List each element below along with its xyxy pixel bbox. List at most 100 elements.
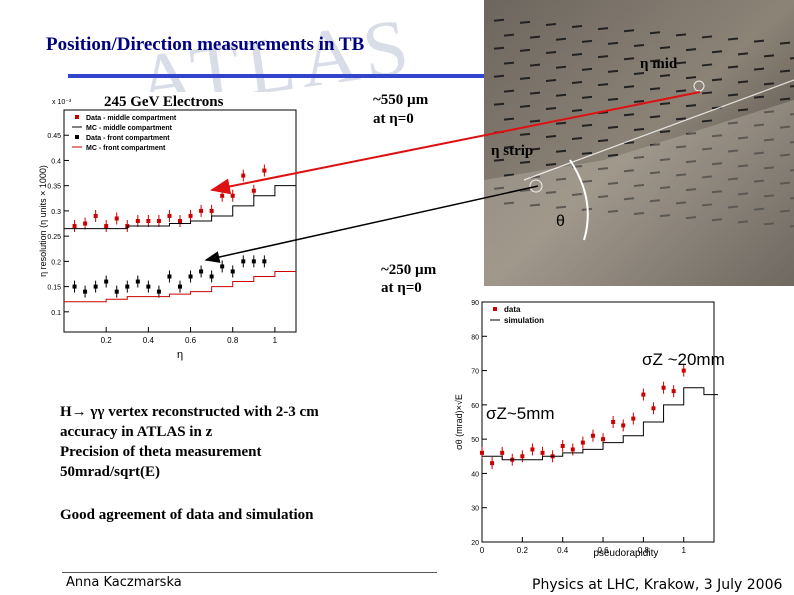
data-point — [641, 392, 646, 397]
y-tick-label: 50 — [471, 437, 479, 444]
x-tick-label: 0.4 — [143, 336, 155, 345]
data-point — [631, 416, 636, 421]
data-point — [251, 188, 256, 193]
legend-marker — [75, 135, 79, 139]
data-point — [220, 264, 225, 269]
data-point — [209, 208, 214, 213]
data-point — [104, 224, 109, 229]
mc-step-line — [64, 185, 296, 230]
y-tick-label: 90 — [471, 300, 479, 307]
y-tick-label: 60 — [471, 403, 479, 410]
data-point — [230, 269, 235, 274]
y-tick-label: 80 — [471, 334, 479, 341]
data-point — [209, 274, 214, 279]
data-point — [480, 450, 484, 455]
data-point — [530, 447, 535, 452]
black-arrow — [204, 185, 539, 263]
data-point — [114, 289, 119, 294]
y-axis-label: σθ (mrad)×√E — [454, 394, 464, 450]
data-point — [72, 224, 77, 229]
data-point — [560, 444, 565, 448]
x-tick-label: 0.2 — [517, 546, 529, 555]
x-tick-label: 1 — [682, 546, 687, 555]
resolution-250-label: ~250 µm — [381, 262, 437, 278]
data-point — [146, 219, 151, 223]
author-name: Anna Kaczmarska — [66, 575, 182, 590]
data-point — [251, 259, 256, 264]
y-tick-label: 20 — [471, 540, 479, 547]
data-point — [178, 284, 182, 289]
y-tick-label: 0.2 — [51, 259, 61, 266]
x-tick-label: 0 — [480, 546, 485, 555]
sigma-z-5-label: σZ~5mm — [486, 404, 555, 423]
y-tick-label: 30 — [471, 506, 479, 513]
data-point — [188, 274, 193, 279]
data-point — [262, 168, 267, 173]
data-point — [83, 289, 88, 294]
data-point — [671, 389, 676, 394]
data-point — [661, 385, 666, 390]
mc-step-line — [64, 270, 296, 303]
data-point — [156, 219, 161, 223]
y-axis-label: η resolution (η units × 1000) — [38, 165, 48, 277]
data-point — [500, 450, 505, 455]
theta-resolution-plot: 0 0.2 0.4 0.6 0.8 1 20 30 40 50 60 70 80 90 pseudorapi… — [452, 298, 725, 560]
x-tick-label: 0.4 — [557, 546, 569, 555]
body-text: H→ γγ vertex reconstructed with 2-3 cm a… — [60, 402, 319, 482]
data-point — [125, 284, 130, 289]
y-tick-label: 0.45 — [47, 133, 61, 140]
y-tick-label: 70 — [471, 369, 479, 376]
x-tick-label: 0.2 — [101, 336, 113, 345]
data-point — [681, 368, 686, 373]
data-point — [146, 284, 151, 289]
data-point — [72, 284, 77, 289]
legend-label: data — [504, 305, 521, 314]
data-point — [178, 219, 182, 223]
agreement-text: Good agreement of data and simulation — [60, 507, 314, 523]
data-point — [220, 193, 225, 198]
data-point — [590, 433, 595, 438]
data-point — [651, 406, 656, 411]
data-point — [199, 208, 204, 213]
data-point — [230, 193, 235, 198]
detector-photo — [484, 0, 794, 286]
data-point — [188, 213, 193, 218]
x-tick-label: 1 — [273, 336, 278, 345]
resolution-550-label: ~550 µm — [373, 92, 429, 108]
x-axis-label: η — [177, 349, 183, 361]
data-point — [83, 221, 88, 226]
data-point — [611, 420, 616, 424]
data-point — [490, 461, 495, 466]
x-tick-label: 0.6 — [185, 336, 197, 345]
body-line-3: Precision of theta measurement — [60, 444, 262, 460]
y-tick-label: 0.1 — [51, 310, 61, 317]
plot-frame — [63, 109, 297, 333]
body-line-4: 50mrad/sqrt(E) — [60, 464, 160, 480]
conference-label: Physics at LHC, Krakow, 3 July 2006 — [532, 577, 783, 593]
data-point — [114, 216, 119, 221]
y-tick-label: 0.35 — [47, 184, 61, 191]
data-point — [104, 279, 109, 284]
x-axis-label: pseudorapidity — [593, 548, 658, 559]
data-point — [520, 454, 525, 459]
title-underline — [68, 74, 558, 78]
body-line-2: accuracy in ATLAS in z — [60, 424, 213, 440]
data-point — [262, 259, 267, 264]
data-point — [601, 437, 606, 442]
resolution-250-sub: at η=0 — [381, 280, 422, 296]
legend-label: MC - front compartment — [86, 145, 166, 152]
mc-step-line — [482, 387, 725, 461]
y-tick-label: 0.3 — [51, 209, 61, 216]
data-point — [135, 219, 140, 223]
eta-resolution-plot: 0.2 0.4 0.6 0.8 1 0.1 0.15 0.2 0.25 0.3 0.35 0.4 0.4… — [34, 92, 318, 364]
legend-marker — [75, 115, 79, 119]
data-point — [570, 447, 575, 452]
slide-title: Position/Direction measurements in TB — [46, 34, 365, 55]
data-point — [199, 269, 204, 274]
data-point — [621, 423, 626, 428]
body-line-1: H→ γγ vertex reconstructed with 2-3 cm — [60, 404, 319, 420]
data-point — [93, 284, 98, 289]
legend-label: MC - middle compartment — [86, 125, 173, 132]
y-tick-label: 0.4 — [51, 158, 61, 165]
data-point — [93, 213, 98, 218]
